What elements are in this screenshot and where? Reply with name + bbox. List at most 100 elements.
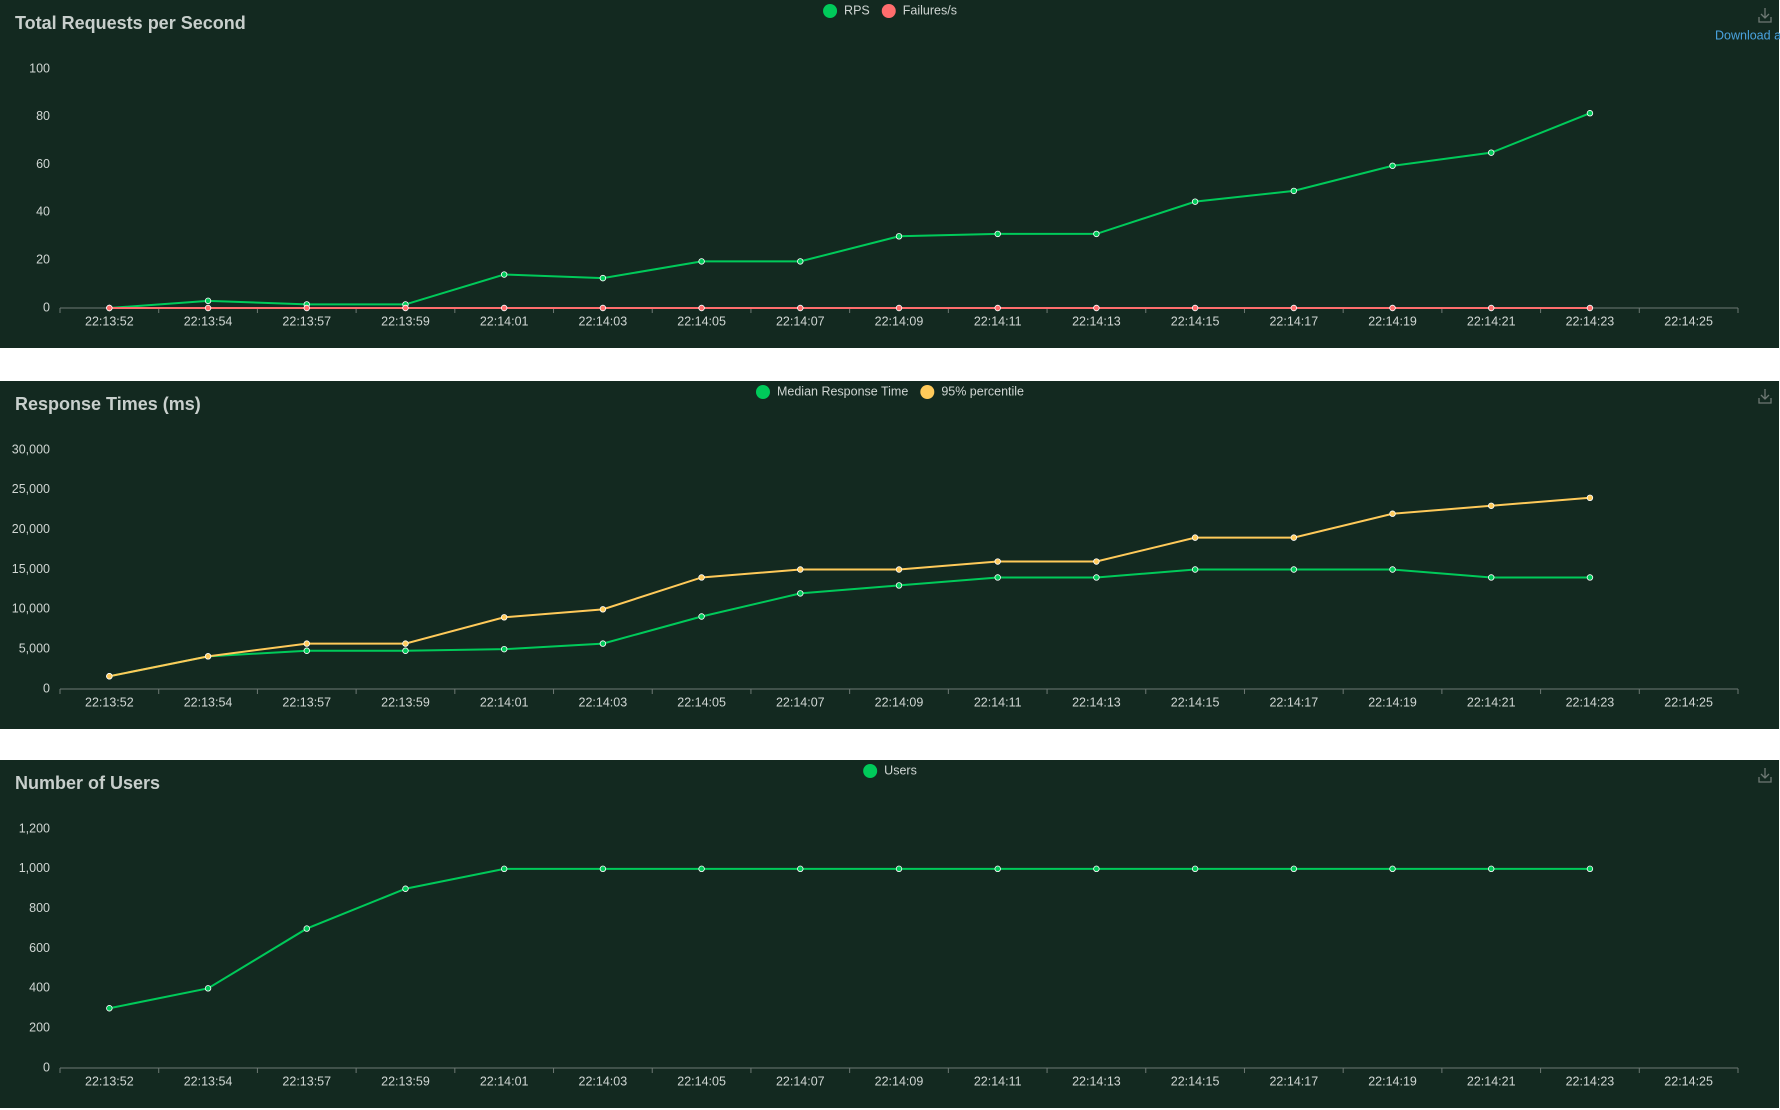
x-tick-label: 22:14:07 xyxy=(776,1074,825,1088)
legend-marker xyxy=(920,385,935,399)
data-point xyxy=(599,865,607,873)
chart-panel: Response Times (ms) 0 5,000 10,000 15,000 20,… xyxy=(0,381,1779,729)
series-line xyxy=(109,496,1591,678)
icon-shape xyxy=(1758,389,1772,404)
data-point xyxy=(1488,502,1495,509)
data-point xyxy=(1290,534,1298,541)
data-point xyxy=(1389,510,1396,517)
x-tick-label: 22:14:11 xyxy=(974,1074,1022,1088)
x-tick-label: 22:14:13 xyxy=(1072,1074,1121,1088)
download-link[interactable]: Download a xyxy=(1715,28,1780,42)
x-tick-label: 22:14:03 xyxy=(579,1074,628,1088)
x-tick-label: 22:14:03 xyxy=(579,695,628,709)
data-point xyxy=(500,271,508,278)
data-point xyxy=(994,230,1001,238)
data-point xyxy=(1389,566,1396,573)
data-point xyxy=(1389,304,1396,312)
legend-label[interactable]: Failures/s xyxy=(903,3,957,17)
x-tick-label: 22:13:52 xyxy=(85,314,134,328)
data-point xyxy=(204,985,212,992)
data-point xyxy=(1488,304,1495,312)
legend-label[interactable]: RPS xyxy=(844,3,870,17)
data-point xyxy=(303,304,310,312)
y-tick-label: 1,200 xyxy=(19,821,50,835)
y-tick-label: 0 xyxy=(43,300,50,314)
data-point xyxy=(1586,865,1594,873)
x-tick-label: 22:14:09 xyxy=(875,1074,924,1088)
y-tick-label: 20,000 xyxy=(12,522,50,536)
x-tick-label: 22:14:19 xyxy=(1368,1074,1417,1088)
data-point xyxy=(1290,865,1298,873)
chart-panel: Number of Users 0 200 400 600 800 1,000 1,200 22… xyxy=(0,760,1779,1108)
y-tick-label: 0 xyxy=(43,1060,50,1074)
x-tick-label: 22:14:15 xyxy=(1171,314,1220,328)
x-tick-label: 22:14:23 xyxy=(1566,314,1615,328)
y-tick-label: 800 xyxy=(29,901,50,915)
legend-label[interactable]: Users xyxy=(884,763,917,777)
data-point xyxy=(797,865,804,873)
data-point xyxy=(599,640,607,647)
download-icon[interactable] xyxy=(1758,768,1772,783)
series-line xyxy=(109,867,1590,1010)
x-tick-label: 22:14:11 xyxy=(974,695,1022,709)
y-tick-label: 5,000 xyxy=(19,641,50,655)
data-point xyxy=(1488,149,1495,156)
data-point xyxy=(994,865,1001,873)
y-tick-label: 20 xyxy=(36,252,50,266)
y-tick-label: 400 xyxy=(29,981,50,995)
data-point xyxy=(797,590,804,597)
legend: Median Response Time 95% percentile xyxy=(755,384,1024,399)
x-tick-label: 22:13:54 xyxy=(184,314,233,328)
y-tick-label: 25,000 xyxy=(12,482,50,496)
data-point xyxy=(797,304,804,312)
data-point xyxy=(500,645,508,653)
legend-marker xyxy=(823,4,838,18)
data-point xyxy=(204,304,212,312)
download-icon[interactable] xyxy=(1758,8,1772,23)
x-tick-label: 22:14:19 xyxy=(1368,314,1417,328)
x-tick-label: 22:14:15 xyxy=(1171,695,1220,709)
download-icon[interactable] xyxy=(1758,389,1772,404)
data-point xyxy=(599,606,607,613)
data-point xyxy=(1290,566,1298,573)
data-point xyxy=(1290,187,1298,195)
data-point xyxy=(1093,304,1100,312)
x-tick-label: 22:14:05 xyxy=(677,314,726,328)
data-point xyxy=(994,558,1001,565)
data-point xyxy=(1093,230,1100,238)
data-point xyxy=(895,582,903,589)
data-point xyxy=(895,566,903,573)
x-tick-label: 22:14:25 xyxy=(1664,314,1713,328)
data-point xyxy=(1586,304,1594,312)
x-tick-label: 22:14:07 xyxy=(776,314,825,328)
data-point xyxy=(1389,865,1396,873)
y-tick-label: 40 xyxy=(36,205,50,219)
data-point xyxy=(402,640,409,647)
x-tick-label: 22:13:59 xyxy=(381,314,430,328)
y-tick-label: 15,000 xyxy=(12,562,50,576)
legend-label[interactable]: Median Response Time xyxy=(777,384,908,398)
data-point xyxy=(500,865,508,873)
data-point xyxy=(698,574,705,581)
data-point xyxy=(1389,162,1396,169)
x-tick-label: 22:14:21 xyxy=(1467,695,1516,709)
data-point xyxy=(204,297,212,305)
x-tick-label: 22:14:23 xyxy=(1566,1074,1615,1088)
data-point xyxy=(1191,304,1199,312)
x-tick-label: 22:13:57 xyxy=(282,1074,331,1088)
data-point xyxy=(500,304,508,312)
chart-title: Total Requests per Second xyxy=(15,13,246,33)
data-point xyxy=(1191,566,1199,573)
data-point xyxy=(402,647,409,654)
legend: Users xyxy=(863,763,917,778)
data-point xyxy=(1290,304,1298,312)
x-tick-label: 22:14:03 xyxy=(579,314,628,328)
data-point xyxy=(895,233,903,240)
y-tick-label: 10,000 xyxy=(12,602,50,616)
legend-label[interactable]: 95% percentile xyxy=(941,384,1024,398)
y-tick-label: 80 xyxy=(36,109,50,123)
data-point xyxy=(1093,865,1100,873)
x-tick-label: 22:14:15 xyxy=(1171,1074,1220,1088)
y-tick-label: 100 xyxy=(29,61,50,75)
